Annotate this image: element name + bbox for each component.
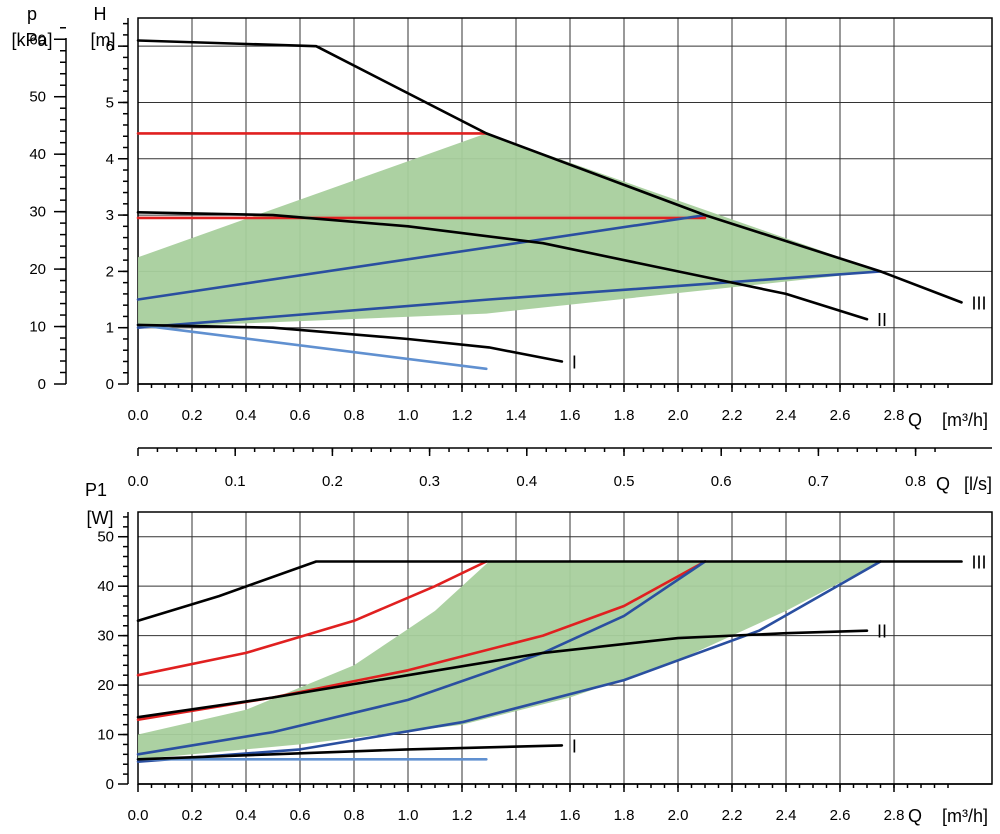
p1-axis-title: P1: [85, 480, 107, 500]
x-tick-label: 1.0: [398, 407, 419, 424]
series-line-prop-low: [136, 270, 882, 329]
y2-axis-title: p: [27, 4, 37, 24]
series-line-red-upper: [136, 560, 488, 677]
series-label-II: II: [877, 622, 887, 642]
x-tick-label: 0.6: [290, 407, 311, 424]
x-tick-label: 0.6: [290, 807, 311, 824]
series-label-III: III: [972, 552, 987, 572]
x-tick-label: 2.6: [830, 807, 851, 824]
y2-tick-label: 0: [38, 376, 46, 393]
y-tick-label: 6: [106, 38, 114, 55]
p1-x-axis-unit: [m³/h]: [942, 806, 988, 826]
x-tick-label: 1.8: [614, 407, 635, 424]
ls-axis-unit: [l/s]: [964, 474, 992, 494]
ls-tick-label: 0.3: [419, 473, 440, 490]
y-tick-label: 5: [106, 94, 114, 111]
series-line-I: [136, 323, 564, 363]
x-tick-label: 1.6: [560, 807, 581, 824]
p1-axis-unit: [W]: [87, 508, 114, 528]
y2-axis-unit: [kPa]: [11, 30, 52, 50]
x-tick-label: 2.0: [668, 407, 689, 424]
x-tick-label: 0.4: [236, 807, 257, 824]
x-axis-title: Q: [908, 410, 922, 430]
x-tick-label: 1.2: [452, 407, 473, 424]
p1-tick-label: 40: [97, 578, 114, 595]
x-tick-label: 1.4: [506, 807, 527, 824]
y2-tick-label: 40: [29, 146, 46, 163]
p1-tick-label: 50: [97, 529, 114, 546]
ls-tick-label: 0.4: [516, 473, 537, 490]
operating-area: [138, 561, 881, 760]
x-tick-label: 1.8: [614, 807, 635, 824]
x-tick-label: 2.8: [884, 807, 905, 824]
y2-tick-label: 60: [29, 31, 46, 48]
ls-tick-label: 0.8: [905, 473, 926, 490]
x-tick-label: 2.2: [722, 807, 743, 824]
y-axis-title: H: [94, 4, 107, 24]
y2-tick-label: 50: [29, 89, 46, 106]
x-tick-label: 0.2: [182, 407, 203, 424]
x-tick-label: 0.8: [344, 407, 365, 424]
series-line-min: [136, 323, 488, 371]
series-line-blue-upper: [136, 560, 707, 756]
ls-tick-label: 0.0: [128, 473, 149, 490]
p1-tick-label: 20: [97, 677, 114, 694]
ls-tick-label: 0.1: [225, 473, 246, 490]
x-tick-label: 2.4: [776, 407, 797, 424]
x-tick-label: 2.4: [776, 807, 797, 824]
series-line-blue-lower: [136, 560, 882, 763]
y-axis-unit: [m]: [91, 30, 116, 50]
x-tick-label: 0.0: [128, 807, 149, 824]
series-label-I: I: [572, 352, 577, 372]
x-tick-label: 1.2: [452, 807, 473, 824]
series-line-II: [136, 211, 869, 321]
p1-tick-label: 0: [106, 776, 114, 793]
p1-tick-label: 10: [97, 727, 114, 744]
ls-tick-label: 0.2: [322, 473, 343, 490]
x-axis-unit: [m³/h]: [942, 410, 988, 430]
ls-tick-label: 0.6: [711, 473, 732, 490]
y-tick-label: 1: [106, 320, 114, 337]
series-label-II: II: [877, 310, 887, 330]
x-tick-label: 0.8: [344, 807, 365, 824]
p1-tick-label: 30: [97, 628, 114, 645]
series-label-III: III: [972, 293, 987, 313]
x-tick-label: 0.0: [128, 407, 149, 424]
ls-axis-title: Q: [936, 474, 950, 494]
y-tick-label: 2: [106, 263, 114, 280]
x-tick-label: 2.0: [668, 807, 689, 824]
x-tick-label: 0.2: [182, 807, 203, 824]
series-line-prop-mid: [136, 213, 707, 301]
series-line-III: [136, 560, 963, 623]
x-tick-label: 1.6: [560, 407, 581, 424]
series-line-II: [136, 629, 869, 719]
ls-tick-label: 0.7: [808, 473, 829, 490]
x-tick-label: 2.8: [884, 407, 905, 424]
x-tick-label: 0.4: [236, 407, 257, 424]
y2-tick-label: 30: [29, 204, 46, 221]
y2-tick-label: 20: [29, 261, 46, 278]
ls-tick-label: 0.5: [614, 473, 635, 490]
x-tick-label: 2.6: [830, 407, 851, 424]
y-tick-label: 3: [106, 207, 114, 224]
x-tick-label: 2.2: [722, 407, 743, 424]
series-line-I: [136, 744, 564, 761]
series-label-I: I: [572, 736, 577, 756]
y2-tick-label: 10: [29, 319, 46, 336]
y-tick-label: 0: [106, 376, 114, 393]
x-tick-label: 1.0: [398, 807, 419, 824]
series-line-III: [136, 39, 963, 304]
p1-x-axis-title: Q: [908, 806, 922, 826]
y-tick-label: 4: [106, 151, 114, 168]
operating-area: [138, 133, 881, 328]
x-tick-label: 1.4: [506, 407, 527, 424]
